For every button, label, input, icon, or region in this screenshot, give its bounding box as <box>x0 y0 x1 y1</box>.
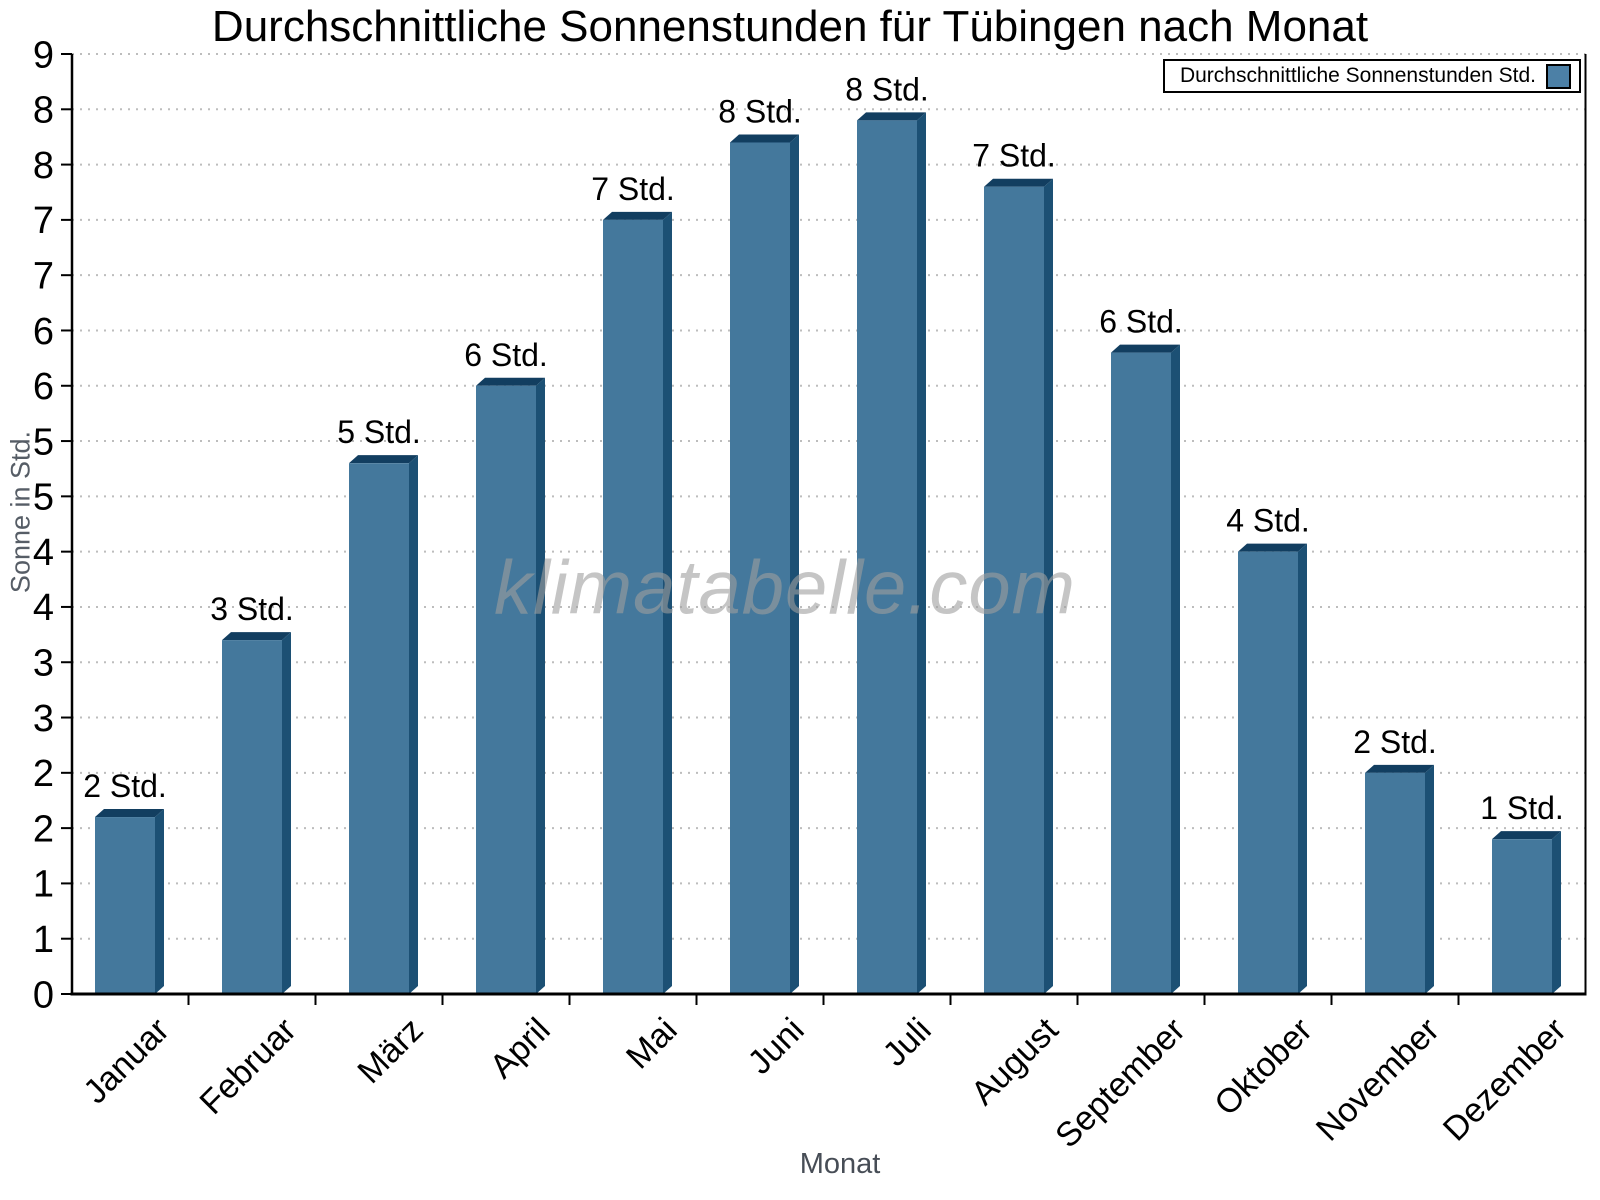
y-tick-label: 4 <box>33 532 54 574</box>
y-tick-label: 3 <box>33 698 54 740</box>
bar-front-face <box>984 186 1044 995</box>
bar-side-face <box>663 211 672 995</box>
bar-value-label: 7 Std. <box>591 171 675 207</box>
bar-Juli: 8 Std. <box>845 71 929 994</box>
y-tick-label: 7 <box>33 255 54 297</box>
bar-side-face <box>790 134 799 994</box>
x-tick-label-März: März <box>350 1011 430 1091</box>
bar-front-face <box>349 463 409 994</box>
bar-front-face <box>730 142 790 994</box>
bar-value-label: 7 Std. <box>972 138 1056 174</box>
bar-top-face <box>222 632 291 641</box>
x-tick-label-Dezember: Dezember <box>1436 1011 1574 1149</box>
bar-front-face <box>1238 551 1298 994</box>
bar-Dezember: 1 Std. <box>1480 790 1564 994</box>
y-tick-label: 5 <box>33 421 54 463</box>
bar-value-label: 4 Std. <box>1226 503 1310 539</box>
y-tick-label: 7 <box>33 200 54 242</box>
x-tick-label-Oktober: Oktober <box>1207 1011 1319 1123</box>
bar-September: 6 Std. <box>1099 304 1183 994</box>
bar-top-face <box>1365 764 1434 773</box>
bar-side-face <box>1298 543 1307 994</box>
bar-top-face <box>349 455 418 464</box>
bar-März: 5 Std. <box>337 414 421 994</box>
bar-Februar: 3 Std. <box>210 591 294 994</box>
bar-front-face <box>857 120 917 994</box>
bar-front-face <box>222 640 282 994</box>
bar-front-face <box>1492 839 1552 994</box>
legend: Durchschnittliche Sonnenstunden Std. <box>1163 59 1581 93</box>
x-tick-label-September: September <box>1048 1011 1192 1155</box>
y-tick-label: 0 <box>33 974 54 1016</box>
bar-side-face <box>917 112 926 994</box>
bar-side-face <box>1425 764 1434 994</box>
bar-top-face <box>95 809 164 818</box>
x-tick-label-Januar: Januar <box>76 1011 176 1111</box>
bar-value-label: 1 Std. <box>1480 790 1564 826</box>
y-tick-label: 1 <box>33 919 54 961</box>
x-tick-label-Mai: Mai <box>619 1011 685 1077</box>
bar-top-face <box>1111 344 1180 353</box>
bar-April: 6 Std. <box>464 337 548 994</box>
bar-value-label: 6 Std. <box>464 337 548 373</box>
legend-label: Durchschnittliche Sonnenstunden Std. <box>1179 64 1536 87</box>
y-axis-title: Sonne in Std. <box>5 430 36 594</box>
x-tick-label-Februar: Februar <box>193 1011 304 1122</box>
x-tick-label-August: August <box>964 1010 1066 1112</box>
bar-value-label: 2 Std. <box>83 768 167 804</box>
y-tick-label: 4 <box>33 587 54 629</box>
bar-top-face <box>730 134 799 143</box>
x-tick-label-April: April <box>483 1011 558 1086</box>
bar-front-face <box>1365 772 1425 994</box>
bar-value-label: 5 Std. <box>337 414 421 450</box>
y-tick-label: 6 <box>33 366 54 408</box>
bar-value-label: 6 Std. <box>1099 304 1183 340</box>
bar-front-face <box>476 385 536 994</box>
bar-front-face <box>1111 352 1171 994</box>
x-tick-label-Juli: Juli <box>876 1011 939 1074</box>
bar-side-face <box>1044 178 1053 995</box>
bar-value-label: 8 Std. <box>845 71 929 107</box>
y-tick-label: 1 <box>33 864 54 906</box>
y-tick-label: 8 <box>33 145 54 187</box>
bar-side-face <box>536 377 545 994</box>
y-tick-label: 9 <box>33 34 54 76</box>
bar-top-face <box>1492 831 1561 840</box>
bar-top-face <box>603 211 672 220</box>
bar-value-label: 8 Std. <box>718 93 802 129</box>
bar-front-face <box>603 219 663 995</box>
x-axis-title: Monat <box>799 1148 881 1180</box>
bar-Januar: 2 Std. <box>83 768 167 994</box>
bar-top-face <box>984 178 1053 187</box>
x-tick-label-November: November <box>1309 1011 1447 1149</box>
y-tick-label: 5 <box>33 477 54 519</box>
bar-side-face <box>409 455 418 994</box>
bar-Juni: 8 Std. <box>718 93 802 994</box>
chart-title: Durchschnittliche Sonnenstunden für Tübi… <box>211 2 1369 51</box>
y-tick-label: 6 <box>33 311 54 353</box>
bar-side-face <box>282 632 291 994</box>
bar-top-face <box>476 377 545 386</box>
bar-top-face <box>1238 543 1307 552</box>
bar-side-face <box>1552 831 1561 994</box>
bar-November: 2 Std. <box>1353 724 1437 994</box>
y-tick-label: 2 <box>33 753 54 795</box>
bar-side-face <box>155 809 164 994</box>
bar-August: 7 Std. <box>972 138 1056 995</box>
bar-Oktober: 4 Std. <box>1226 503 1310 994</box>
bar-side-face <box>1171 344 1180 994</box>
bar-value-label: 3 Std. <box>210 591 294 627</box>
bar-front-face <box>95 817 155 994</box>
y-tick-label: 8 <box>33 90 54 132</box>
bar-Mai: 7 Std. <box>591 171 675 995</box>
y-tick-label: 2 <box>33 808 54 850</box>
bar-top-face <box>857 112 926 121</box>
y-tick-label: 3 <box>33 643 54 685</box>
x-tick-label-Juni: Juni <box>741 1011 812 1082</box>
bar-value-label: 2 Std. <box>1353 724 1437 760</box>
legend-swatch <box>1546 63 1571 89</box>
